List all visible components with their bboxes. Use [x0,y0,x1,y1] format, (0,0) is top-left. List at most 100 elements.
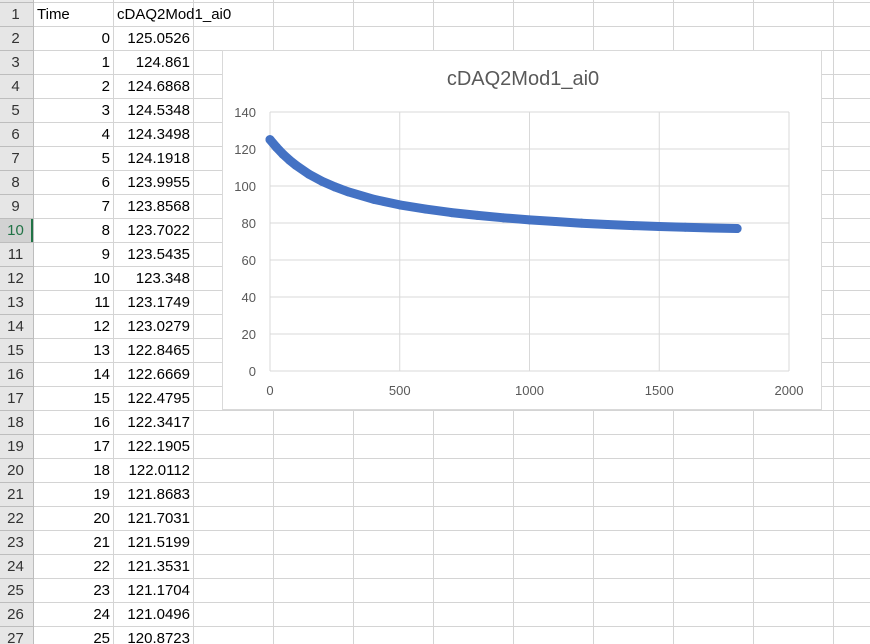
data-point [304,169,314,179]
row-number-15[interactable]: 15 [7,342,24,359]
row-number-13[interactable]: 13 [7,294,24,311]
row-number-25[interactable]: 25 [7,582,24,599]
cell-time[interactable]: 11 [94,294,110,311]
cell-time[interactable]: 17 [93,438,110,455]
cell-value[interactable]: 122.1905 [127,438,190,455]
row-number-11[interactable]: 11 [7,246,24,263]
cell-time[interactable]: 19 [93,486,110,503]
row-header-column [0,0,33,644]
cell-time[interactable]: 24 [93,606,110,623]
cell-time[interactable]: 13 [93,342,110,359]
cell-time[interactable]: 8 [101,222,110,239]
row-number-21[interactable]: 21 [7,486,24,503]
row-number-4[interactable]: 4 [11,78,20,95]
row-number-24[interactable]: 24 [7,558,24,575]
row-number-23[interactable]: 23 [7,534,24,551]
cell-time[interactable]: 14 [93,366,110,383]
row-number-10[interactable]: 10 [0,219,31,243]
cell-time[interactable]: 12 [93,318,110,335]
x-tick-label: 500 [389,383,411,398]
cell-time[interactable]: 23 [93,582,110,599]
row-number-22[interactable]: 22 [7,510,24,527]
cell-value[interactable]: 123.9955 [127,174,190,191]
cell-time[interactable]: 4 [101,126,110,143]
row-number-9[interactable]: 9 [11,198,20,215]
x-tick-label: 2000 [775,383,804,398]
data-point [291,160,301,170]
cell-time[interactable]: 3 [101,102,110,119]
row-number-12[interactable]: 12 [7,270,24,287]
y-tick-label: 40 [242,290,256,305]
row-number-8[interactable]: 8 [11,174,20,191]
row-header-separator [0,386,33,387]
y-tick-label: 20 [242,327,256,342]
y-tick-label: 140 [234,105,256,120]
cell-value[interactable]: 124.5348 [127,102,190,119]
cell-value[interactable]: 121.5199 [127,534,190,551]
cell-value[interactable]: 123.1749 [127,294,190,311]
row-number-14[interactable]: 14 [7,318,24,335]
cell-time[interactable]: 9 [101,246,110,263]
cell-time[interactable]: 16 [93,414,110,431]
row-header-separator [0,458,33,459]
column-gridline [113,0,114,644]
cell-time[interactable]: 20 [93,510,110,527]
cell-time[interactable]: 5 [101,150,110,167]
cell-value[interactable]: 123.0279 [127,318,190,335]
x-tick-label: 0 [266,383,273,398]
cell-value[interactable]: 120.8723 [127,630,190,644]
row-number-17[interactable]: 17 [7,390,24,407]
row-number-6[interactable]: 6 [11,126,20,143]
cell-value[interactable]: 121.7031 [127,510,190,527]
cell-value[interactable]: 121.0496 [127,606,190,623]
row-number-26[interactable]: 26 [7,606,24,623]
row-number-19[interactable]: 19 [7,438,24,455]
cell-time[interactable]: 7 [101,198,110,215]
chart-title: cDAQ2Mod1_ai0 [447,68,599,90]
cell-time[interactable]: 2 [101,78,110,95]
cell-time[interactable]: 6 [101,174,110,191]
cell-value[interactable]: 122.8465 [127,342,190,359]
cell-value[interactable]: 123.5435 [127,246,190,263]
cell-time[interactable]: 15 [93,390,110,407]
row-gridline [0,458,870,459]
row-number-27[interactable]: 27 [7,630,24,644]
cell-value[interactable]: 124.1918 [127,150,190,167]
row-number-20[interactable]: 20 [7,462,24,479]
y-tick-label: 0 [249,364,256,379]
data-point [680,222,690,232]
cell-time[interactable]: 0 [101,30,110,47]
cell-value[interactable]: 121.3531 [127,558,190,575]
cell-value[interactable]: 123.8568 [127,198,190,215]
cell-value[interactable]: 124.861 [135,54,190,71]
cell-time[interactable]: 21 [93,534,110,551]
cell-value[interactable]: 124.3498 [127,126,190,143]
cell-value[interactable]: 122.3417 [127,414,190,431]
cell-value[interactable]: 125.0526 [127,30,190,47]
row-number-5[interactable]: 5 [11,102,20,119]
cell-time[interactable]: 1 [101,54,110,71]
cell-time[interactable]: 25 [93,630,110,644]
cell-value[interactable]: 123.348 [135,270,190,287]
cell-value[interactable]: 122.0112 [128,462,190,479]
cell-time[interactable]: 22 [93,558,110,575]
row-header-separator [0,338,33,339]
chart[interactable]: cDAQ2Mod1_ai0 0 20 40 60 80 100 120 140 0 500 1000 1… [222,50,822,410]
row-number-16[interactable]: 16 [7,366,24,383]
cell-time[interactable]: 10 [93,270,110,287]
cell-value[interactable]: 121.8683 [127,486,190,503]
header-cell-time[interactable]: Time [37,6,70,23]
row-header-separator [0,626,33,627]
cell-value[interactable]: 122.6669 [127,366,190,383]
cell-value[interactable]: 121.1704 [127,582,190,599]
cell-time[interactable]: 18 [93,462,110,479]
header-cell-signal[interactable]: cDAQ2Mod1_ai0 [117,6,232,23]
row-number-7[interactable]: 7 [11,150,20,167]
row-number-18[interactable]: 18 [7,414,24,431]
cell-value[interactable]: 124.6868 [127,78,190,95]
row-number-2[interactable]: 2 [11,30,20,47]
cell-value[interactable]: 123.7022 [127,222,190,239]
row-number-3[interactable]: 3 [11,54,20,71]
row-number-1[interactable]: 1 [11,6,20,23]
cell-value[interactable]: 122.4795 [127,390,190,407]
